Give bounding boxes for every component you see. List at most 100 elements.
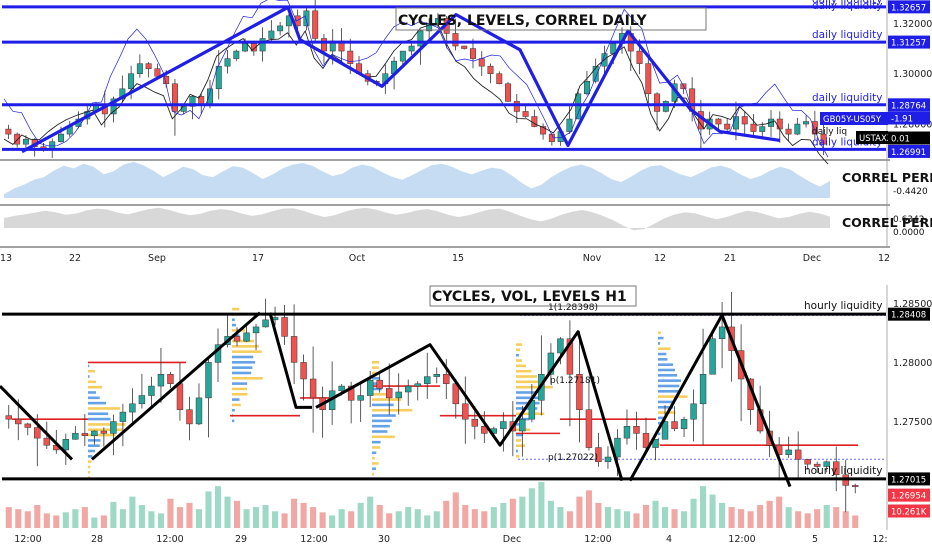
volume-bar [823, 505, 830, 528]
daily-level-label: daily liquidity [812, 92, 882, 104]
profile-bin [658, 347, 671, 351]
hourly-candle [500, 421, 507, 429]
volume-bar [167, 498, 174, 528]
volume-bar [576, 496, 583, 528]
daily-badge-3-bg [888, 98, 930, 112]
volume-bar [100, 515, 107, 528]
hourly-badge-2: 1.27015 [891, 475, 926, 485]
volume-bar [681, 511, 688, 528]
profile-bin [516, 449, 518, 453]
profile-bin [232, 387, 247, 391]
hourly-x-tick: 28 [91, 534, 103, 545]
volume-bar [186, 502, 193, 528]
volume-bar [814, 509, 821, 528]
volume-bar [338, 509, 345, 528]
hourly-badge-2-bg [888, 472, 930, 486]
hourly-candle [290, 336, 298, 363]
hourly-candle [205, 362, 212, 399]
profile-bin [372, 435, 395, 439]
profile-bin [516, 439, 522, 442]
daily-y-tick: 1.30000 [893, 69, 932, 80]
daily-cycle-zigzag [21, 5, 781, 154]
daily-candle [14, 133, 21, 145]
profile-bin [88, 428, 124, 432]
profile-label-2: p(1.27181) [550, 376, 600, 386]
volume-bar [709, 494, 716, 528]
profile-bin [516, 385, 553, 389]
volume-badge: 10.261K [891, 508, 927, 518]
daily-x-tick: 12 [878, 253, 890, 264]
volume-bar [500, 502, 507, 528]
volume-bar [623, 511, 631, 528]
daily-candle [233, 50, 240, 59]
volume-bar [233, 500, 241, 528]
profile-bin [372, 403, 394, 407]
volume-bar [538, 482, 545, 528]
daily-candle [417, 30, 424, 47]
hourly-candle [366, 379, 374, 396]
profile-bin [516, 391, 536, 394]
hourly-candle [281, 317, 288, 337]
profile-bin [658, 331, 661, 335]
volume-bar [433, 511, 440, 528]
hourly-candle [110, 421, 117, 434]
hourly-candle [814, 463, 821, 467]
profile-bin [658, 358, 668, 361]
profile-bin [88, 417, 111, 421]
volume-bar [614, 509, 621, 528]
daily-candle [277, 25, 284, 32]
volume-bar [195, 509, 203, 528]
daily-candle [540, 126, 547, 135]
daily-candle [811, 121, 818, 135]
volume-bar [281, 513, 288, 528]
profile-bin [372, 440, 381, 444]
hourly-candle [243, 332, 250, 342]
hourly-candle [167, 374, 174, 384]
hourly-candle [794, 449, 802, 460]
hourly-x-tick: 12:00 [584, 534, 611, 545]
volume-bar [414, 509, 421, 528]
daily-candle [505, 83, 512, 102]
daily-candle [58, 133, 64, 142]
daily-candle [171, 83, 178, 112]
daily-candle [5, 128, 12, 135]
ustaxx-badge: USTAXX [859, 134, 893, 144]
profile-bin [232, 307, 240, 311]
hourly-x-tick: Dec [503, 534, 521, 545]
volume-bar [319, 512, 326, 528]
profile-bin [516, 353, 519, 357]
volume-bar [110, 501, 117, 528]
hourly-level-label: hourly liquidity [804, 465, 883, 477]
profile-bin [88, 449, 96, 453]
hourly-y-tick: 1.27500 [893, 417, 932, 428]
volume-bar [842, 511, 849, 528]
volume-badge-bg [888, 504, 930, 518]
profile-bin [372, 451, 377, 455]
correl-value-2: 0.0000 [893, 228, 925, 238]
correl-value: 0.6342 [893, 215, 925, 225]
hourly-candle [680, 418, 688, 429]
volume-bar [176, 507, 183, 528]
daily-candle [320, 38, 327, 52]
daily-candle [741, 116, 748, 125]
hourly-candle [386, 388, 393, 399]
daily-candle [145, 63, 152, 69]
volume-bar [804, 513, 811, 528]
hourly-x-tick: 29 [235, 534, 247, 545]
hourly-candle [72, 433, 79, 440]
hourly-candle [642, 433, 650, 448]
profile-bin [516, 396, 540, 400]
daily-candle [461, 45, 468, 49]
hourly-candle [81, 433, 89, 436]
hourly-candle [414, 383, 421, 387]
hourly-candle [376, 379, 383, 389]
hourly-cycle-zigzag [0, 385, 74, 461]
hourly-candle [661, 421, 669, 440]
hourly-candle [823, 461, 830, 467]
volume-bar [652, 500, 659, 528]
hourly-x-tick: 4 [666, 534, 672, 545]
volume-bar [785, 507, 792, 528]
profile-bin [372, 382, 380, 385]
daily-candle [128, 73, 135, 90]
hourly-candle [43, 437, 50, 446]
